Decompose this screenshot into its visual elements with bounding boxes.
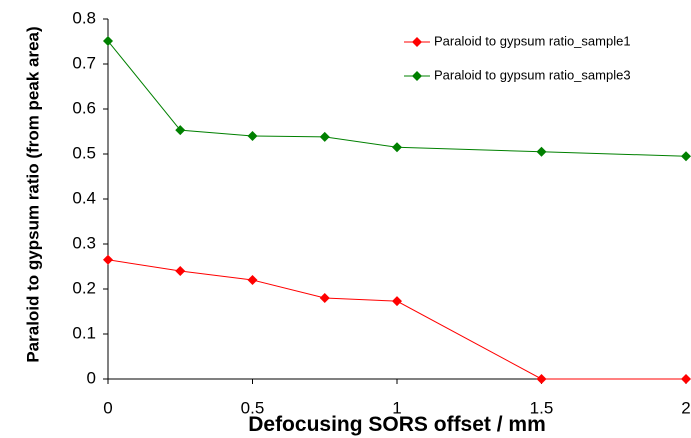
legend-marker bbox=[412, 71, 422, 81]
data-point bbox=[681, 151, 691, 162]
data-point bbox=[175, 125, 186, 136]
data-point bbox=[536, 146, 547, 157]
data-point bbox=[392, 296, 402, 307]
data-point bbox=[319, 131, 330, 142]
x-tick-label: 1.5 bbox=[530, 398, 554, 417]
x-tick-label: 2 bbox=[681, 398, 690, 417]
data-point bbox=[681, 374, 691, 384]
y-tick-label: 0.2 bbox=[72, 278, 96, 297]
data-point bbox=[392, 142, 402, 153]
legend-label: Paraloid to gypsum ratio_sample3 bbox=[434, 67, 631, 82]
y-tick-label: 0.6 bbox=[72, 98, 96, 117]
y-tick-label: 0.3 bbox=[72, 233, 96, 252]
data-point bbox=[247, 275, 258, 285]
y-tick-label: 0 bbox=[87, 368, 96, 387]
series-line bbox=[107, 40, 687, 157]
legend-marker bbox=[412, 37, 422, 47]
data-point bbox=[536, 374, 547, 384]
data-point bbox=[103, 254, 113, 265]
x-tick-label: 1 bbox=[392, 398, 401, 417]
data-point bbox=[247, 131, 258, 141]
x-axis-label: Defocusing SORS offset / mm bbox=[248, 413, 546, 436]
data-point bbox=[103, 36, 113, 47]
y-axis-label: Paraloid to gypsum ratio (from peak area… bbox=[23, 26, 43, 363]
series-line bbox=[107, 259, 686, 380]
y-tick-label: 0.5 bbox=[72, 143, 96, 162]
y-tick-label: 0.8 bbox=[72, 8, 96, 27]
data-point bbox=[175, 266, 186, 276]
data-point bbox=[319, 293, 330, 303]
legend-label: Paraloid to gypsum ratio_sample1 bbox=[434, 33, 631, 48]
x-tick-label: 0 bbox=[103, 398, 112, 417]
y-tick-label: 0.4 bbox=[72, 188, 96, 207]
y-tick-label: 0.1 bbox=[72, 323, 96, 342]
x-tick-label: 0.5 bbox=[241, 398, 265, 417]
y-tick-label: 0.7 bbox=[72, 53, 96, 72]
